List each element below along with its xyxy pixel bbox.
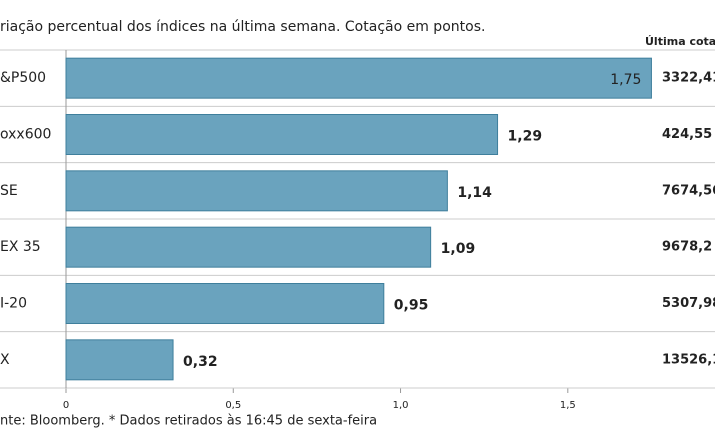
value-label: 1,09 xyxy=(441,241,476,257)
value-label: 0,95 xyxy=(394,298,429,314)
value-label: 1,29 xyxy=(508,129,543,145)
category-label: I-20 xyxy=(0,296,27,312)
value-label: 1,75 xyxy=(610,72,641,88)
last-price: 9678,2 xyxy=(662,240,712,255)
value-label: 1,14 xyxy=(457,185,492,201)
category-label: SE xyxy=(0,183,18,199)
x-tick-label: 0,5 xyxy=(225,400,241,411)
x-tick-label: 0 xyxy=(63,400,69,411)
last-price: 5307,98 xyxy=(662,296,715,311)
bar xyxy=(65,226,432,268)
last-price: 3322,41 xyxy=(662,71,715,86)
x-tick-label: 1,5 xyxy=(560,400,576,411)
bar xyxy=(65,283,385,324)
category-label: EX 35 xyxy=(0,239,41,255)
x-tick-label: 1,0 xyxy=(393,400,409,411)
bar xyxy=(65,57,652,99)
category-label: X xyxy=(0,352,10,368)
category-label: oxx600 xyxy=(0,127,51,143)
value-label: 0,32 xyxy=(183,354,218,370)
bar xyxy=(65,339,174,381)
bar xyxy=(65,170,448,212)
last-price: 13526,13 xyxy=(662,352,715,367)
last-price: 7674,56 xyxy=(662,183,715,198)
category-label: &P500 xyxy=(0,70,46,86)
footer: nte: Bloomberg. * Dados retirados às 16:… xyxy=(0,414,377,429)
bar xyxy=(65,114,499,155)
chart-title: riação percentual dos índices na última … xyxy=(0,19,485,35)
column-header: Última cotaç xyxy=(645,35,715,48)
last-price: 424,55 xyxy=(662,127,712,142)
